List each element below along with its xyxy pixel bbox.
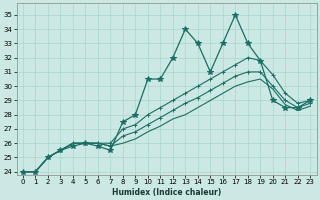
X-axis label: Humidex (Indice chaleur): Humidex (Indice chaleur) bbox=[112, 188, 221, 197]
